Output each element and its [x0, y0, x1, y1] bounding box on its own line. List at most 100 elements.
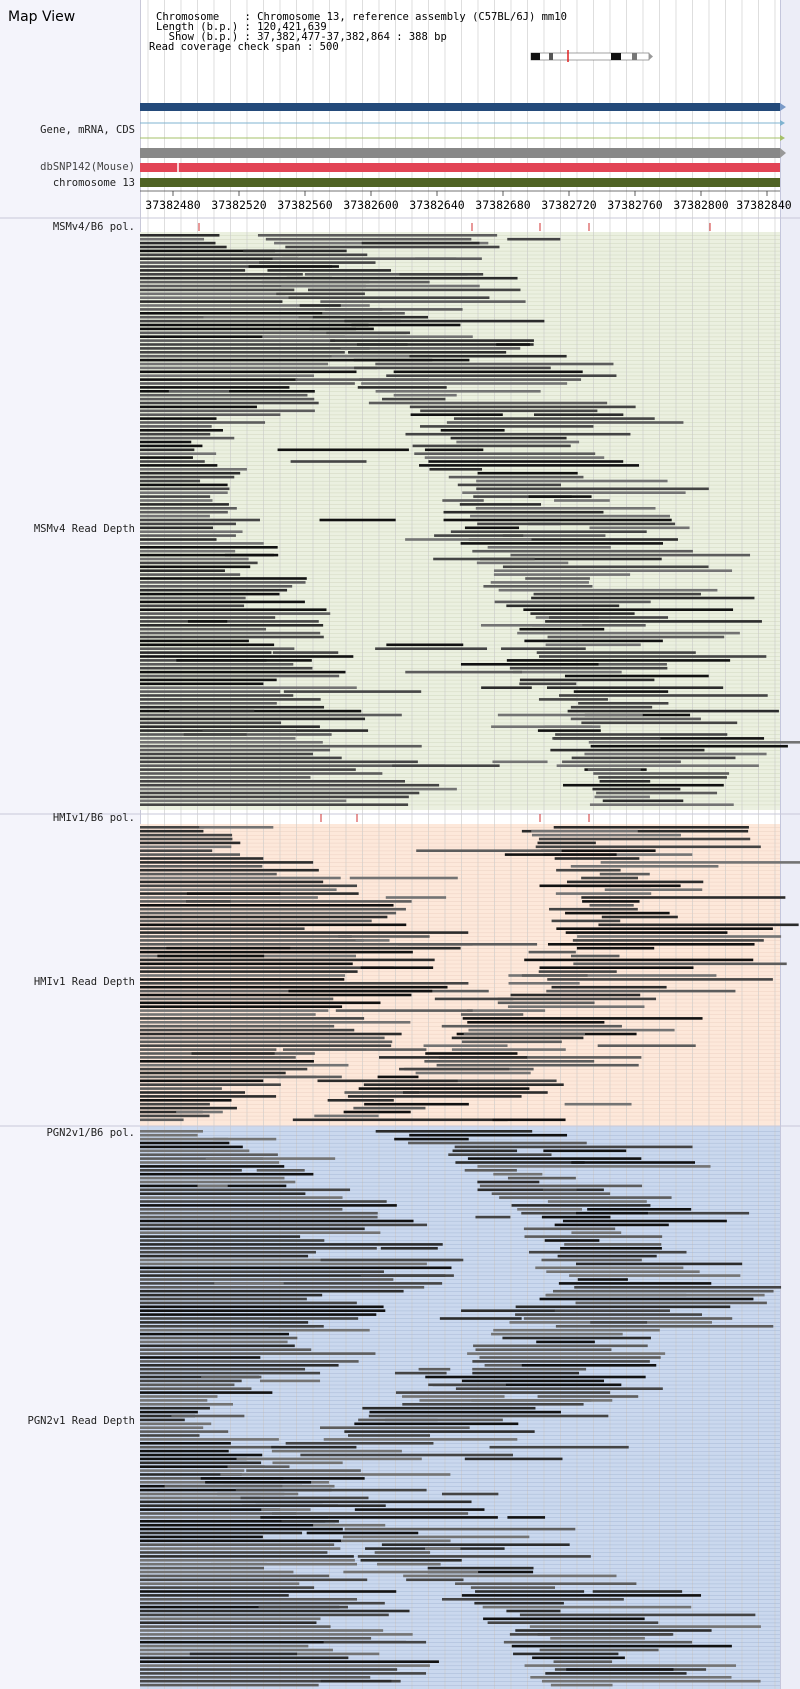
read-bar — [464, 526, 520, 530]
read-bar — [140, 339, 336, 342]
read-bar — [140, 1040, 393, 1044]
read-bar — [473, 1344, 648, 1348]
read-bar — [140, 803, 409, 806]
read-bar — [140, 1161, 280, 1164]
read-bar — [375, 647, 488, 650]
read-bar — [140, 319, 401, 323]
read-bar — [475, 1215, 511, 1219]
read-bar — [453, 417, 655, 420]
read-bar — [267, 269, 392, 272]
read-bar — [497, 1001, 595, 1005]
read-bar — [140, 1422, 212, 1426]
read-bar — [140, 565, 251, 569]
read-bar — [140, 1114, 210, 1118]
read-bar — [517, 1208, 583, 1211]
read-bar — [176, 659, 312, 662]
read-bar — [140, 479, 201, 483]
read-bar — [385, 896, 447, 899]
read-bar — [535, 1266, 684, 1270]
read-bar — [140, 620, 319, 623]
read-bar — [140, 799, 347, 803]
read-bar — [374, 1551, 431, 1554]
read-bar — [523, 1317, 733, 1320]
read-bar — [140, 1079, 264, 1083]
read-bar — [140, 1594, 289, 1597]
read-bar — [140, 678, 277, 682]
read-bar — [539, 1648, 659, 1652]
page-title: Map View — [8, 9, 76, 25]
read-bar — [567, 709, 779, 713]
read-bar — [531, 829, 638, 833]
read-bar — [550, 1683, 613, 1687]
read-bar — [140, 1445, 279, 1449]
read-bar — [285, 245, 500, 249]
read-bar — [140, 1578, 368, 1582]
read-bar — [443, 510, 604, 514]
read-bar — [140, 1005, 343, 1008]
read-bar — [358, 1087, 530, 1090]
read-bar — [578, 702, 669, 705]
read-bar — [140, 655, 354, 658]
read-bar — [541, 1215, 611, 1219]
read-bar — [551, 919, 621, 923]
read-bar — [140, 1379, 242, 1383]
read-bar — [361, 241, 480, 245]
read-bar — [528, 1250, 687, 1254]
read-bar — [539, 1297, 754, 1301]
read-bar — [425, 1052, 518, 1055]
read-bar — [140, 1083, 281, 1086]
read-bar — [140, 1668, 398, 1671]
read-bar — [524, 958, 754, 962]
read-bar — [513, 670, 622, 674]
chromosome-info: Chromosome : Chromosome 13, reference as… — [156, 11, 567, 23]
read-bar — [256, 1169, 305, 1172]
read-bar — [140, 1239, 325, 1242]
read-bar — [140, 417, 217, 420]
read-bar — [537, 1633, 674, 1636]
read-bar — [140, 1406, 210, 1410]
read-bar — [262, 335, 363, 338]
read-bar — [211, 1562, 357, 1566]
ideogram — [530, 52, 650, 61]
read-bar — [480, 624, 583, 627]
read-bar — [534, 413, 624, 416]
read-bar — [140, 1274, 446, 1277]
axis-tick-label: 37382480 — [145, 198, 201, 212]
read-bar — [510, 993, 641, 997]
read-bar — [554, 1309, 670, 1312]
read-bar — [140, 1399, 208, 1402]
gene-bar-arrow — [780, 103, 786, 111]
read-bar — [140, 1426, 204, 1429]
read-bar — [433, 557, 535, 561]
read-bar — [140, 682, 264, 686]
read-bar — [570, 865, 719, 868]
read-bar — [140, 950, 413, 954]
read-bar — [530, 612, 635, 615]
axis-tick-label: 37382720 — [541, 198, 597, 212]
read-bar — [140, 1410, 198, 1414]
length-info: Length (b.p.) : 120,421,639 — [156, 21, 327, 33]
read-bar — [320, 1679, 392, 1683]
read-bar — [554, 857, 640, 860]
hmiv1-pol-label: HMIv1/B6 pol. — [52, 812, 135, 824]
read-bar — [140, 1527, 343, 1531]
axis-tick-label: 37382800 — [673, 198, 729, 212]
read-bar — [538, 698, 608, 701]
read-bar — [406, 1578, 464, 1582]
read-bar — [191, 1052, 275, 1055]
read-bar — [140, 1679, 401, 1683]
read-bar — [220, 1473, 451, 1476]
read-bar — [140, 1180, 296, 1184]
read-bar — [140, 1562, 267, 1566]
read-bar — [394, 1137, 469, 1141]
read-bar — [515, 1629, 712, 1632]
read-bar — [140, 304, 370, 307]
read-bar — [140, 366, 378, 370]
read-bar — [492, 760, 548, 764]
read-bar — [140, 573, 241, 576]
read-bar — [140, 764, 445, 767]
read-bar — [140, 530, 243, 533]
read-bar — [257, 234, 498, 237]
axis-tick-label: 37382640 — [409, 198, 465, 212]
read-bar — [140, 292, 286, 296]
